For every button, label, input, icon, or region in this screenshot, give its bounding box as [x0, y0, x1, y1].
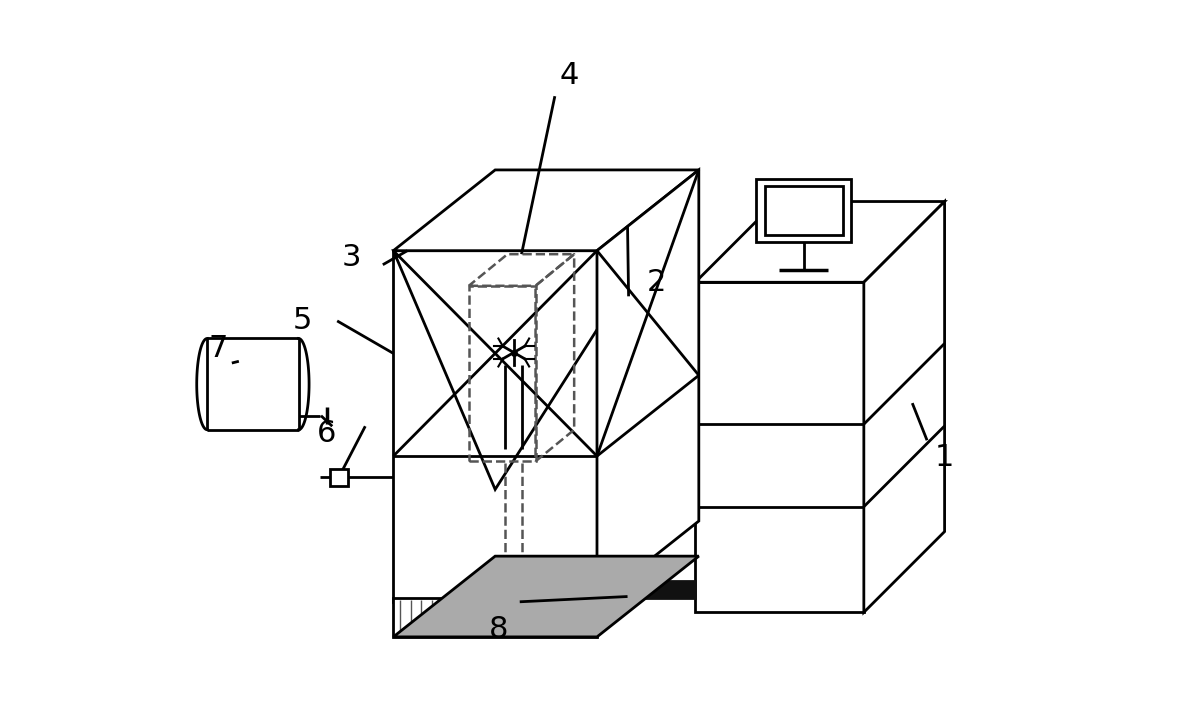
Text: 5: 5 [292, 307, 312, 336]
Polygon shape [597, 581, 695, 599]
Polygon shape [695, 282, 864, 613]
Text: 1: 1 [934, 443, 955, 472]
Polygon shape [394, 170, 699, 489]
Bar [394, 599, 597, 637]
Polygon shape [394, 556, 699, 637]
Text: 3: 3 [341, 243, 362, 272]
Bar [468, 286, 536, 461]
Text: 6: 6 [317, 419, 336, 448]
Text: 4: 4 [560, 61, 579, 90]
Polygon shape [695, 202, 945, 282]
Polygon shape [864, 202, 945, 613]
Polygon shape [757, 178, 852, 242]
Bar [330, 469, 348, 486]
Polygon shape [765, 185, 843, 235]
Text: 7: 7 [208, 334, 227, 364]
Polygon shape [394, 170, 699, 251]
Text: 2: 2 [647, 268, 667, 297]
Polygon shape [597, 170, 699, 602]
Text: 8: 8 [489, 615, 508, 644]
Polygon shape [394, 251, 597, 602]
